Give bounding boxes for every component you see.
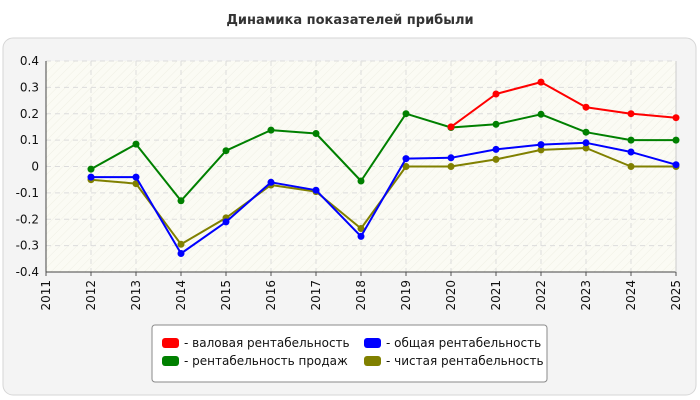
- legend-swatch: [162, 356, 179, 366]
- data-point: [312, 186, 320, 194]
- series-layer: [87, 78, 680, 257]
- y-tick-label: 0: [31, 160, 39, 174]
- data-point: [627, 110, 635, 118]
- x-tick-label: 2024: [624, 280, 638, 311]
- x-tick-label: 2021: [489, 280, 503, 311]
- data-point: [537, 78, 545, 86]
- y-tick-label: 0.3: [20, 80, 39, 94]
- y-tick-label: -0.3: [16, 239, 39, 253]
- x-tick-label: 2015: [219, 280, 233, 311]
- data-point: [492, 120, 500, 128]
- x-tick-label: 2014: [174, 280, 188, 311]
- data-point: [357, 225, 365, 232]
- data-point: [177, 250, 185, 257]
- data-point: [492, 155, 500, 163]
- data-point: [357, 232, 365, 240]
- series-group: [87, 139, 680, 257]
- axes: -0.4 -0.3 -0.2 -0.1 0 0.1 0.2 0.3 0.4 2011 2012 201…: [16, 54, 683, 311]
- x-tick-label: 2020: [444, 280, 458, 311]
- data-point: [582, 103, 590, 111]
- x-tick-label: 2019: [399, 280, 413, 311]
- data-point: [312, 130, 320, 137]
- data-point: [627, 163, 635, 170]
- x-tick-label: 2016: [264, 280, 278, 311]
- legend-swatch: [364, 338, 381, 348]
- legend-label: - валовая рентабельность: [184, 336, 350, 350]
- x-tick-label: 2022: [534, 280, 548, 311]
- data-point: [222, 218, 230, 226]
- data-point: [447, 163, 455, 170]
- x-tick-label: 2023: [579, 280, 593, 311]
- data-point: [402, 163, 410, 170]
- x-tick-label: 2013: [129, 280, 143, 311]
- data-point: [447, 154, 455, 162]
- grid-lines: [45, 60, 677, 273]
- legend-label: - общая рентабельность: [386, 336, 541, 350]
- y-tick-label: -0.1: [16, 186, 39, 200]
- x-tick-label: 2011: [39, 280, 53, 311]
- series-line: [90, 112, 676, 202]
- data-point: [492, 90, 500, 98]
- data-point: [582, 139, 590, 147]
- data-point: [267, 126, 275, 134]
- y-tick-label: -0.4: [16, 265, 39, 279]
- x-tick-label: 2017: [309, 280, 323, 311]
- data-point: [447, 123, 455, 131]
- data-point: [537, 146, 545, 154]
- y-tick-label: -0.2: [16, 212, 39, 226]
- data-point: [492, 145, 500, 153]
- legend-swatch: [162, 338, 179, 348]
- legend-label: - рентабельность продаж: [184, 354, 348, 368]
- chart-title: Динамика показателей прибыли: [226, 13, 473, 28]
- data-point: [582, 128, 590, 136]
- y-tick-label: 0.1: [20, 133, 39, 147]
- data-point: [627, 136, 635, 144]
- legend-label: - чистая рентабельность: [386, 354, 544, 368]
- data-point: [267, 178, 275, 186]
- x-tick-label: 2018: [354, 280, 368, 311]
- data-point: [537, 141, 545, 149]
- data-point: [402, 110, 410, 118]
- legend: - валовая рентабельность - общая рентабел…: [151, 324, 548, 383]
- series-line: [91, 141, 677, 255]
- data-point: [672, 114, 680, 122]
- legend-box: [151, 324, 548, 383]
- data-point: [132, 140, 140, 148]
- data-point: [357, 177, 365, 185]
- data-point: [672, 136, 680, 144]
- data-point: [582, 144, 590, 152]
- legend-swatch: [364, 356, 381, 366]
- data-point: [87, 173, 95, 181]
- series-group: [447, 78, 680, 131]
- data-point: [627, 148, 635, 156]
- data-point: [222, 147, 230, 155]
- x-tick-label: 2025: [669, 280, 683, 311]
- y-tick-label: 0.4: [20, 54, 39, 68]
- data-point: [537, 110, 545, 118]
- data-point: [132, 173, 140, 181]
- data-point: [672, 161, 680, 169]
- data-point: [177, 197, 185, 205]
- x-tick-label: 2012: [84, 280, 98, 311]
- data-point: [87, 165, 95, 173]
- data-point: [402, 155, 410, 163]
- series-line: [450, 81, 677, 128]
- y-tick-label: 0.2: [20, 107, 39, 121]
- data-point: [177, 240, 185, 248]
